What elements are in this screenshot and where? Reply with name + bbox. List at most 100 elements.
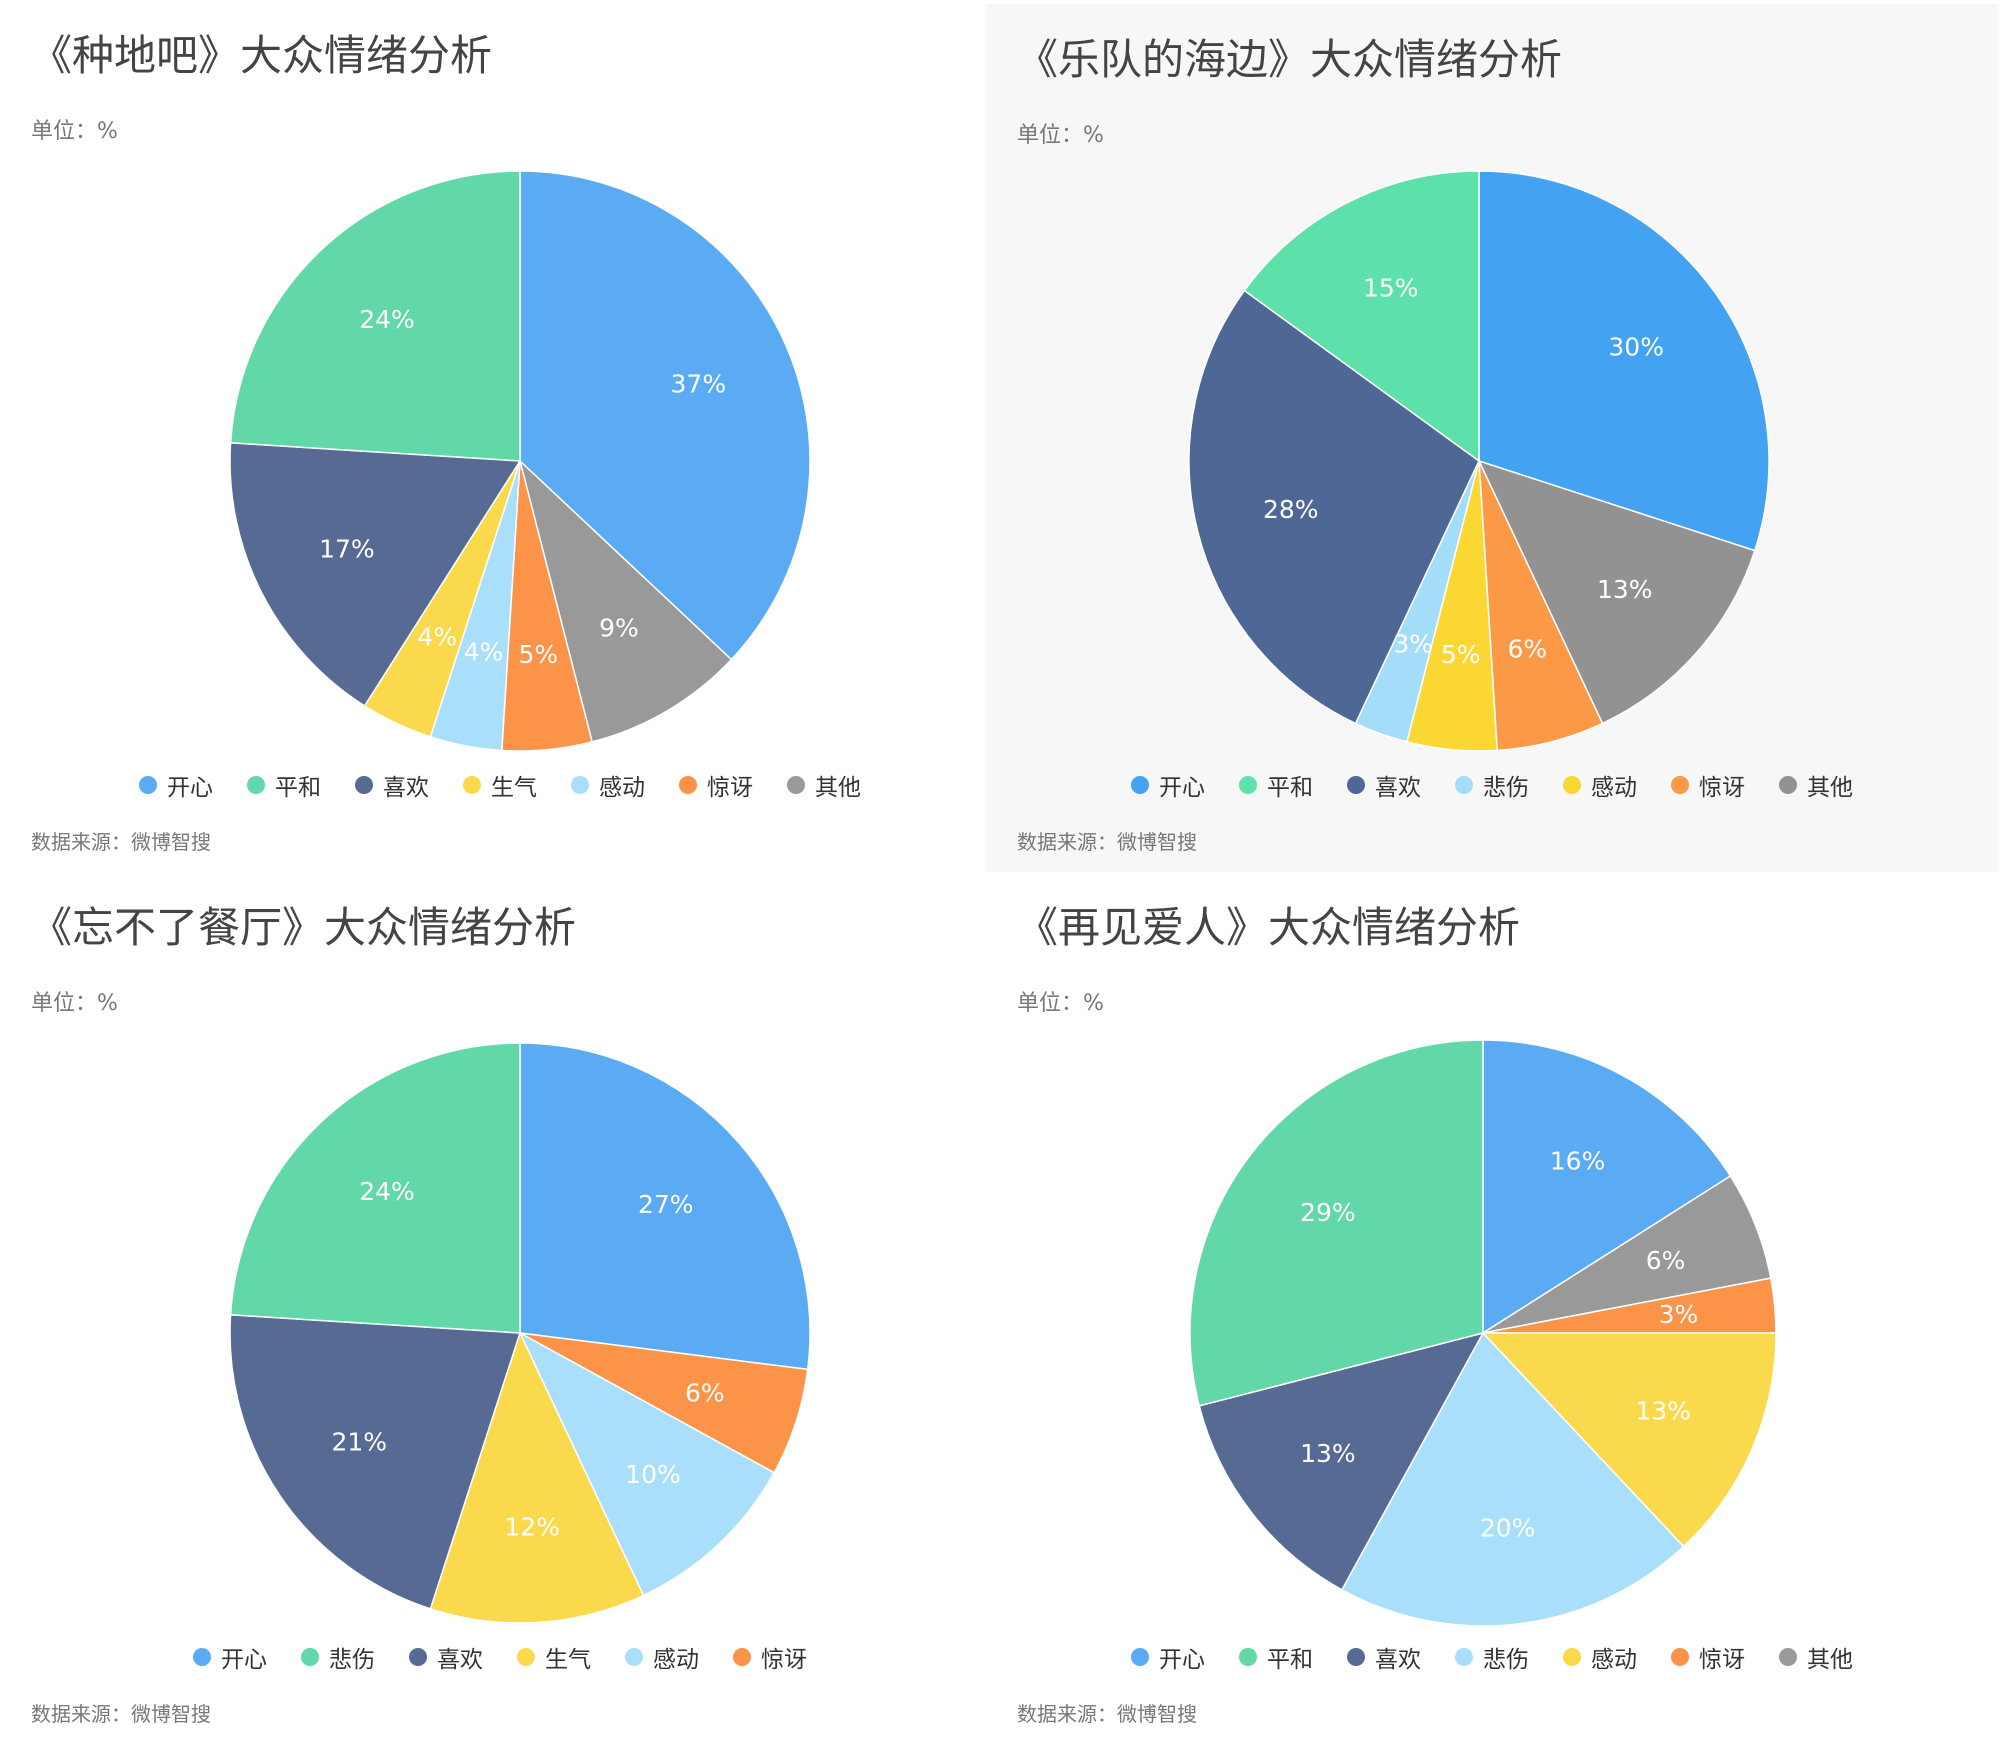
slice-data-label: 15% xyxy=(1363,273,1419,302)
legend-item[interactable]: 惊讶 xyxy=(1671,768,1745,802)
legend-swatch-icon xyxy=(1131,776,1149,794)
legend-item[interactable]: 开心 xyxy=(139,768,213,802)
legend-swatch-icon xyxy=(1671,776,1689,794)
legend-item[interactable]: 惊讶 xyxy=(1671,1640,1745,1674)
legend-item[interactable]: 其他 xyxy=(787,768,861,802)
legend-swatch-icon xyxy=(139,776,157,794)
chart-panel-wangbuliao-canting: 《忘不了餐厅》大众情绪分析 单位：% 27% 6% 10% 12% 21% 24% 开心 悲… xyxy=(0,872,1000,1744)
pie-slice-悲伤 xyxy=(229,1042,521,1334)
legend-item[interactable]: 开心 xyxy=(193,1640,267,1674)
legend-swatch-icon xyxy=(787,776,805,794)
chart-source: 数据来源：微博智搜 xyxy=(1017,830,1197,854)
legend-swatch-icon xyxy=(1455,1648,1473,1666)
legend-label: 平和 xyxy=(275,775,321,801)
legend-label: 感动 xyxy=(1591,775,1637,801)
pie-chart: 37% 9% 5% 4%4% 17% 24% xyxy=(229,170,811,752)
legend-label: 感动 xyxy=(653,1647,699,1673)
legend-item[interactable]: 悲伤 xyxy=(1455,1640,1529,1674)
chart-source: 数据来源：微博智搜 xyxy=(1017,1702,1197,1726)
legend-item[interactable]: 生气 xyxy=(517,1640,591,1674)
legend-item[interactable]: 平和 xyxy=(1239,768,1313,802)
slice-data-label: 5% xyxy=(518,640,558,669)
legend-label: 悲伤 xyxy=(1483,775,1529,801)
legend-swatch-icon xyxy=(1239,776,1257,794)
legend-item[interactable]: 生气 xyxy=(463,768,537,802)
slice-data-label: 21% xyxy=(332,1428,388,1457)
legend-item[interactable]: 感动 xyxy=(571,768,645,802)
legend-label: 开心 xyxy=(167,775,213,801)
legend-label: 其他 xyxy=(1807,775,1853,801)
legend-item[interactable]: 其他 xyxy=(1779,1640,1853,1674)
slice-data-label: 24% xyxy=(359,1177,415,1206)
legend-item[interactable]: 惊讶 xyxy=(679,768,753,802)
pie-slice-平和 xyxy=(1243,170,1480,463)
legend-label: 平和 xyxy=(1267,1647,1313,1673)
legend-item[interactable]: 喜欢 xyxy=(1347,1640,1421,1674)
legend-item[interactable]: 感动 xyxy=(1563,768,1637,802)
slice-data-label: 13% xyxy=(1635,1396,1691,1425)
legend-item[interactable]: 平和 xyxy=(1239,1640,1313,1674)
pie-slice-其他 xyxy=(518,458,733,743)
legend-swatch-icon xyxy=(1671,1648,1689,1666)
legend-label: 喜欢 xyxy=(437,1647,483,1673)
legend-swatch-icon xyxy=(625,1648,643,1666)
pie-slice-喜欢 xyxy=(1188,289,1480,725)
legend-swatch-icon xyxy=(571,776,589,794)
legend-item[interactable]: 悲伤 xyxy=(1455,768,1529,802)
chart-title: 《种地吧》大众情绪分析 xyxy=(30,31,493,80)
slice-data-label: 4% xyxy=(464,637,504,666)
legend-item[interactable]: 惊讶 xyxy=(733,1640,807,1674)
slice-data-label: 24% xyxy=(359,305,415,334)
legend-label: 生气 xyxy=(491,775,537,801)
pie-chart: 30% 13% 6% 5% 3% 28% 15% xyxy=(1188,170,1770,752)
legend-swatch-icon xyxy=(679,776,697,794)
legend-label: 开心 xyxy=(1159,1647,1205,1673)
chart-unit: 单位：% xyxy=(31,991,118,1016)
legend-swatch-icon xyxy=(1563,1648,1581,1666)
legend-label: 悲伤 xyxy=(1483,1647,1529,1673)
chart-legend: 开心 悲伤 喜欢 生气 感动 惊讶 xyxy=(0,1640,1000,1674)
slice-data-label: 17% xyxy=(319,535,375,564)
legend-item[interactable]: 喜欢 xyxy=(1347,768,1421,802)
pie-slice-开心 xyxy=(1482,1039,1732,1335)
legend-swatch-icon xyxy=(1455,776,1473,794)
legend-item[interactable]: 平和 xyxy=(247,768,321,802)
slice-data-label: 6% xyxy=(685,1379,725,1408)
legend-label: 感动 xyxy=(599,775,645,801)
chart-title: 《忘不了餐厅》大众情绪分析 xyxy=(30,903,577,952)
pie-slice-喜欢 xyxy=(229,441,522,707)
legend-label: 其他 xyxy=(815,775,861,801)
legend-item[interactable]: 喜欢 xyxy=(409,1640,483,1674)
slice-data-label: 30% xyxy=(1608,332,1664,361)
slice-data-label: 29% xyxy=(1300,1198,1356,1227)
legend-label: 开心 xyxy=(221,1647,267,1673)
legend-label: 惊讶 xyxy=(1699,1647,1745,1673)
legend-swatch-icon xyxy=(463,776,481,794)
pie-slice-开心 xyxy=(519,170,811,661)
legend-item[interactable]: 感动 xyxy=(1563,1640,1637,1674)
chart-legend: 开心 平和 喜欢 悲伤 感动 惊讶 其他 xyxy=(986,1640,1998,1674)
legend-item[interactable]: 其他 xyxy=(1779,768,1853,802)
chart-title: 《再见爱人》大众情绪分析 xyxy=(1016,903,1521,952)
chart-unit: 单位：% xyxy=(1017,991,1104,1016)
legend-swatch-icon xyxy=(1131,1648,1149,1666)
legend-item[interactable]: 感动 xyxy=(625,1640,699,1674)
legend-item[interactable]: 开心 xyxy=(1131,768,1205,802)
legend-swatch-icon xyxy=(1779,1648,1797,1666)
slice-data-label: 3% xyxy=(1393,629,1433,658)
slice-data-label: 6% xyxy=(1646,1246,1686,1275)
legend-swatch-icon xyxy=(1347,1648,1365,1666)
slice-data-label: 13% xyxy=(1597,575,1653,604)
legend-item[interactable]: 开心 xyxy=(1131,1640,1205,1674)
slice-data-label: 12% xyxy=(504,1512,560,1541)
legend-swatch-icon xyxy=(1239,1648,1257,1666)
legend-label: 其他 xyxy=(1807,1647,1853,1673)
pie-slice-开心 xyxy=(1478,170,1770,552)
legend-label: 开心 xyxy=(1159,775,1205,801)
chart-panel-zhongdiba: 《种地吧》大众情绪分析 单位：% 37% 9% 5% 4% 4% 17% 24% 开心 平和 喜… xyxy=(0,0,1000,872)
legend-item[interactable]: 悲伤 xyxy=(301,1640,375,1674)
legend-swatch-icon xyxy=(733,1648,751,1666)
chart-panel-zaijian-airen: 《再见爱人》大众情绪分析 单位：% 16% 6% 3% 13% 20% 13% 29% 开心… xyxy=(986,872,1998,1745)
legend-item[interactable]: 喜欢 xyxy=(355,768,429,802)
chart-unit: 单位：% xyxy=(1017,123,1104,148)
